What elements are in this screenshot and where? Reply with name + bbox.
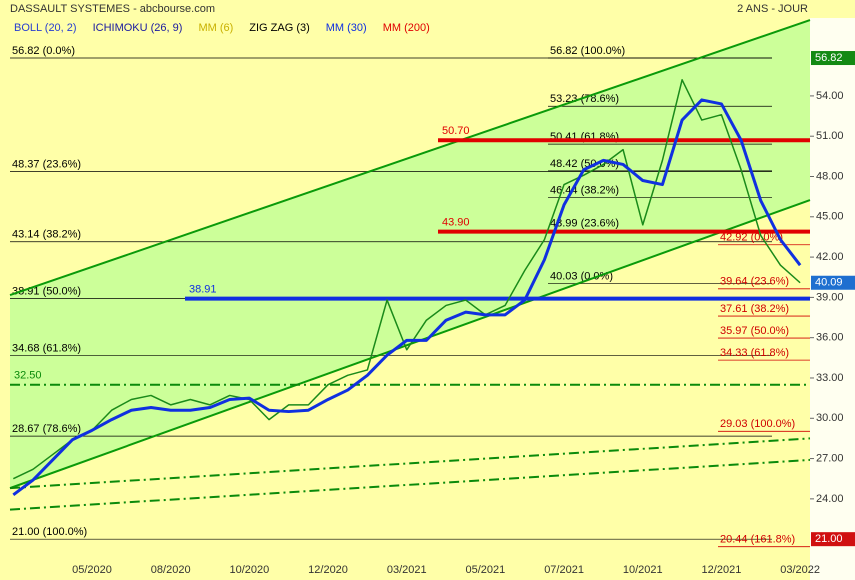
x-tick-label: 05/2020: [72, 564, 112, 576]
period: 2 ANS - JOUR: [737, 3, 808, 15]
level-label: 50.70: [442, 125, 470, 137]
x-tick-label: 10/2020: [229, 564, 269, 576]
fib-label: 48.37 (23.6%): [12, 158, 81, 170]
x-tick-label: 08/2020: [151, 564, 191, 576]
price-tag-label: 56.82: [815, 52, 843, 64]
fib-label: 29.03 (100.0%): [720, 418, 795, 430]
y-tick-label: 24.00: [816, 493, 844, 505]
line-series: [12, 98, 802, 497]
price-tag-label: 21.00: [815, 533, 843, 545]
axis-strip: [810, 18, 855, 580]
legend-entry: MM (30): [326, 22, 367, 34]
x-tick-label: 03/2022: [780, 564, 820, 576]
level-label: 43.90: [442, 216, 470, 228]
fib-label: 46.44 (38.2%): [550, 184, 619, 196]
price-tag: [811, 532, 855, 547]
level-label: 38.91: [189, 284, 217, 296]
x-tick-label: 10/2021: [623, 564, 663, 576]
channel-fill: [10, 20, 810, 489]
fib-label: 20.44 (161.8%): [720, 534, 795, 546]
x-tick-label: 12/2020: [308, 564, 348, 576]
fib-label: 37.61 (38.2%): [720, 303, 789, 315]
fib-label: 53.23 (78.6%): [550, 93, 619, 105]
legend-entry: ICHIMOKU (26, 9): [93, 22, 183, 34]
x-tick-label: 05/2021: [466, 564, 506, 576]
x-tick-label: 03/2021: [387, 564, 427, 576]
fib-label: 39.64 (23.6%): [720, 276, 789, 288]
trendline: [9, 437, 811, 490]
fib-label: 56.82 (100.0%): [550, 45, 625, 57]
y-tick-label: 27.00: [816, 452, 844, 464]
chart-title: DASSAULT SYSTEMES - abcbourse.com: [10, 3, 215, 15]
y-tick-label: 51.00: [816, 130, 844, 142]
y-tick-label: 30.00: [816, 412, 844, 424]
legend-entry: ZIG ZAG (3): [249, 22, 310, 34]
fib-label: 35.97 (50.0%): [720, 325, 789, 337]
fib-label: 34.33 (61.8%): [720, 347, 789, 359]
fib-label: 40.03 (0.0%): [550, 270, 613, 282]
line-series: [12, 79, 801, 480]
y-tick-label: 45.00: [816, 211, 844, 223]
fib-label: 43.14 (38.2%): [12, 229, 81, 241]
legend-entry: MM (6): [198, 22, 233, 34]
fib-label: 21.00 (100.0%): [12, 526, 87, 538]
level-label: 32.50: [14, 370, 42, 382]
fib-label: 43.99 (23.6%): [550, 217, 619, 229]
price-tag-label: 40.09: [815, 277, 843, 289]
y-tick-label: 33.00: [816, 372, 844, 384]
y-tick-label: 54.00: [816, 90, 844, 102]
price-tag: [811, 275, 855, 290]
x-tick-label: 12/2021: [702, 564, 742, 576]
x-tick-label: 07/2021: [544, 564, 584, 576]
legend-entry: BOLL (20, 2): [14, 22, 77, 34]
y-tick-label: 42.00: [816, 251, 844, 263]
price-tag: [811, 51, 855, 66]
y-tick-label: 48.00: [816, 170, 844, 182]
trendline: [9, 458, 811, 511]
fib-label: 42.92 (0.0%): [720, 232, 783, 244]
trendline: [9, 19, 811, 297]
legend-entry: MM (200): [383, 22, 430, 34]
fib-label: 28.67 (78.6%): [12, 423, 81, 435]
y-tick-label: 36.00: [816, 332, 844, 344]
y-tick-label: 39.00: [816, 291, 844, 303]
fib-label: 34.68 (61.8%): [12, 342, 81, 354]
fib-label: 56.82 (0.0%): [12, 45, 75, 57]
